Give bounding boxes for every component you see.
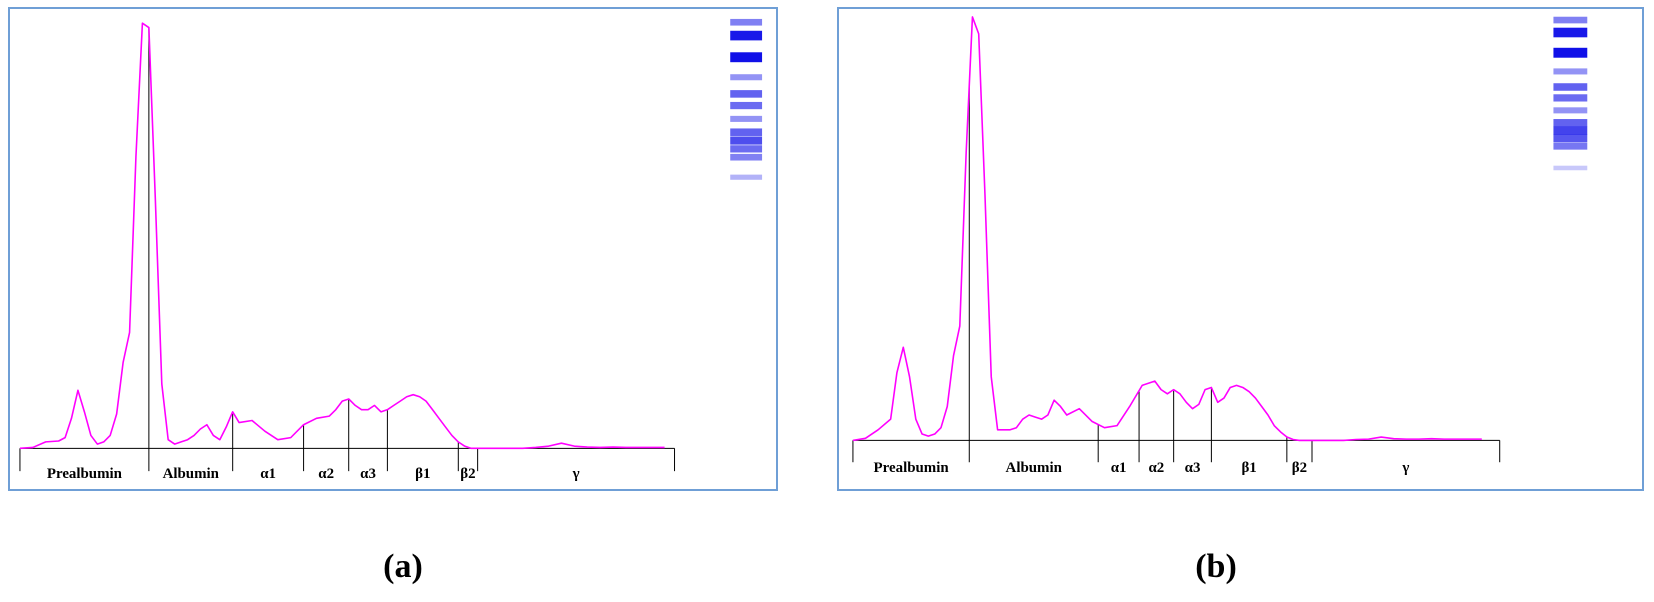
fraction-label: Prealbumin	[874, 460, 950, 476]
gel-band	[730, 52, 763, 63]
gel-lane	[730, 18, 763, 180]
caption-b: (b)	[1195, 548, 1237, 585]
gel-band	[730, 74, 763, 81]
gel-band	[730, 101, 763, 110]
gel-band	[1553, 107, 1588, 114]
gel-band	[730, 128, 763, 136]
gel-band	[1553, 165, 1588, 171]
gel-lane	[1553, 16, 1588, 171]
fraction-label: α2	[318, 466, 334, 482]
gel-band	[730, 153, 763, 161]
gel-band	[1553, 47, 1588, 58]
gel-band	[730, 90, 763, 98]
gel-band	[730, 115, 763, 122]
fraction-label: α1	[1111, 460, 1127, 476]
fraction-label: β2	[1292, 460, 1307, 476]
fraction-label: β1	[1241, 460, 1256, 476]
gel-band	[1553, 134, 1588, 143]
densitometry-curve	[852, 16, 1482, 442]
gel-band	[1553, 68, 1588, 75]
gel-band	[1553, 16, 1588, 24]
electropherogram-b: Prealbumin Albumin α1 α2 α3 β1 β2 γ	[852, 16, 1588, 476]
fraction-label: α3	[360, 466, 376, 482]
fraction-label: β1	[415, 466, 430, 482]
gel-band	[1553, 94, 1588, 102]
fraction-label: α1	[260, 466, 276, 482]
gel-band	[730, 145, 763, 153]
gel-band	[1553, 83, 1588, 91]
caption-a: (a)	[383, 548, 423, 585]
fraction-label: α2	[1148, 460, 1164, 476]
gel-band	[1553, 142, 1588, 150]
fraction-label: Albumin	[163, 466, 220, 482]
gel-band	[730, 30, 763, 41]
fraction-label: Prealbumin	[47, 466, 123, 482]
gel-band	[730, 174, 763, 180]
fraction-label: α3	[1185, 460, 1201, 476]
fraction-label: γ	[1401, 460, 1409, 476]
chart-panel-a: Prealbumin Albumin α1 α2 α3 β1 β2 γ	[8, 7, 778, 491]
fraction-label: Albumin	[1006, 460, 1063, 476]
fraction-label: γ	[572, 466, 580, 482]
chart-panel-b: Prealbumin Albumin α1 α2 α3 β1 β2 γ	[837, 7, 1644, 491]
electropherogram-a: Prealbumin Albumin α1 α2 α3 β1 β2 γ	[19, 18, 763, 482]
densitometry-curve	[19, 22, 665, 450]
gel-band	[1553, 126, 1588, 135]
gel-band	[1553, 27, 1588, 38]
gel-band	[730, 136, 763, 145]
gel-band	[1553, 119, 1588, 127]
fraction-label: β2	[460, 466, 475, 482]
gel-band	[730, 18, 763, 26]
